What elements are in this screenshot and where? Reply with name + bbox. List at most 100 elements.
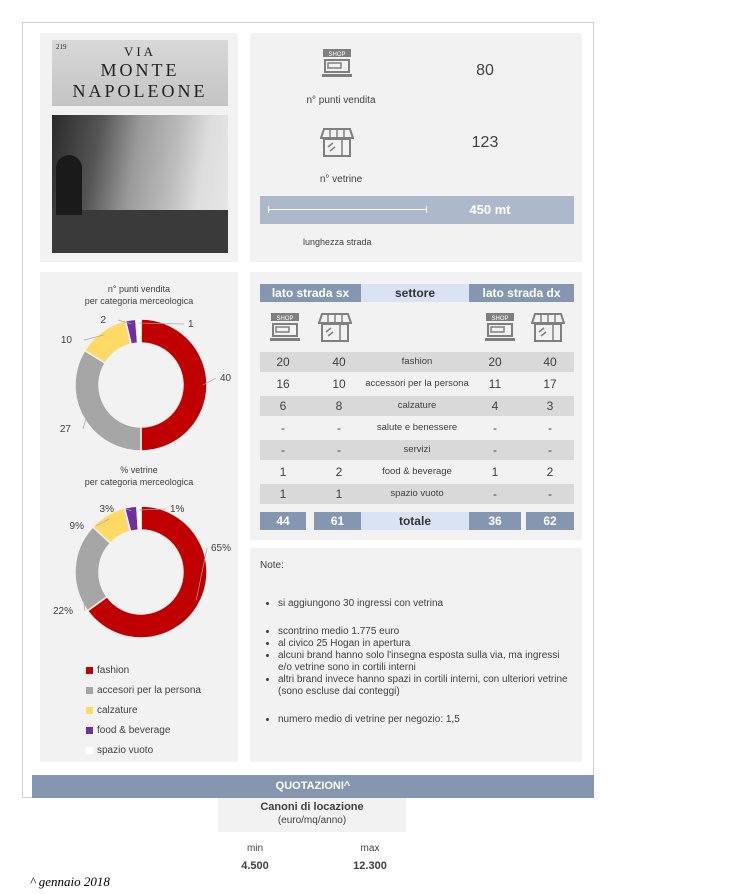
shop-icon: SHOP: [320, 48, 354, 85]
leader-line: [125, 508, 132, 512]
cell-dx-v: 40: [543, 355, 557, 369]
data-label: 65%: [211, 543, 231, 554]
cell-settore: spazio vuoto: [390, 488, 444, 499]
note-item: si aggiungono 30 ingressi con vetrina: [278, 598, 570, 610]
length-line: [268, 209, 426, 210]
cell-settore: salute e benessere: [376, 422, 458, 433]
cell-dx-pv: -: [493, 421, 497, 435]
svg-text:SHOP: SHOP: [491, 316, 508, 322]
chart1-title-line: n° punti vendita: [107, 284, 171, 294]
leader-line: [139, 508, 167, 511]
leader-line: [78, 568, 86, 612]
data-label: 1%: [170, 504, 185, 515]
cell-sx-v: -: [337, 421, 341, 435]
max-label: max: [360, 843, 380, 854]
table-row: 1 1 spazio vuoto - -: [260, 484, 574, 504]
cell-sx-v: 10: [332, 377, 346, 391]
slice-spazio: [135, 318, 142, 344]
cell-dx-v: -: [548, 443, 552, 457]
table-row: 1 2 food & beverage 1 2: [260, 462, 574, 482]
max-value: 12.300: [353, 860, 387, 872]
data-label: 10: [61, 335, 73, 346]
cell-dx-pv: -: [493, 487, 497, 501]
leader-line: [202, 377, 217, 386]
sign-number: 219: [56, 43, 67, 51]
cell-sx-v: -: [337, 443, 341, 457]
notes-panel: [250, 548, 582, 762]
table-row: 20 40 fashion 20 40: [260, 352, 574, 372]
chart-legend: fashion accesori per la persona calzatur…: [86, 660, 201, 760]
canoni-unit: (euro/mq/anno): [277, 815, 347, 826]
street-sign-image: 219 VIA MONTE NAPOLEONE: [52, 40, 228, 106]
min-value: 4.500: [241, 860, 269, 872]
cell-settore: fashion: [401, 356, 433, 367]
sign-line: NAPOLEONE: [72, 81, 208, 101]
notes-title: Note:: [260, 560, 284, 571]
cell-sx-pv: -: [281, 421, 285, 435]
legend-item: fashion: [86, 660, 201, 680]
legend-item: calzature: [86, 700, 201, 720]
cell-sx-pv: 1: [279, 465, 287, 479]
cell-dx-v: -: [548, 421, 552, 435]
cell-dx-pv: -: [493, 443, 497, 457]
notes-list: si aggiungono 30 ingressi con vetrina sc…: [260, 598, 570, 726]
note-item: al civico 25 Hogan in apertura: [278, 638, 570, 650]
leader-line: [138, 322, 185, 325]
chart2-title-line: % vetrine: [120, 465, 158, 475]
data-label: 1: [188, 319, 194, 330]
leader-line: [95, 518, 110, 527]
cell-sx-v: 1: [335, 487, 343, 501]
cell-sx-pv: 1: [279, 487, 287, 501]
leader-line: [117, 319, 132, 325]
chart2-title: % vetrine per categoria merceologica: [40, 464, 238, 488]
shop-icon: SHOP: [268, 312, 302, 349]
cell-dx-pv: 20: [488, 355, 502, 369]
total-label: totale: [361, 512, 469, 530]
cell-sx-v: 2: [335, 465, 343, 479]
cell-settore: calzature: [397, 400, 437, 411]
header-settore: settore: [361, 284, 469, 302]
note-item: numero medio di vetrine per negozio: 1,5: [278, 714, 570, 726]
data-label: 2: [100, 315, 106, 326]
cell-dx-pv: 4: [491, 399, 499, 413]
slice-fashion: [86, 505, 208, 639]
data-label: 3%: [100, 504, 115, 515]
total-dx-pv: 36: [469, 512, 521, 530]
chart2-title-line: per categoria merceologica: [84, 477, 194, 487]
legend-item: food & beverage: [86, 720, 201, 740]
cell-sx-v: 40: [332, 355, 346, 369]
min-label: min: [246, 843, 264, 854]
cell-settore: food & beverage: [382, 466, 452, 477]
note-item: altri brand invece hanno spazi in cortil…: [278, 674, 570, 698]
storefront-icon: [317, 312, 353, 349]
header-lato-dx: lato strada dx: [469, 284, 574, 302]
punti-vendita-value: 80: [476, 62, 494, 79]
cell-dx-v: -: [548, 487, 552, 501]
legend-item: accesori per la persona: [86, 680, 201, 700]
storefront-icon: [530, 312, 566, 349]
length-bar: 450 mt: [260, 196, 574, 224]
sign-line: VIA: [123, 44, 157, 59]
length-value: 450 mt: [469, 202, 511, 217]
total-sx-v: 61: [314, 512, 361, 530]
vetrine-value: 123: [471, 134, 499, 151]
storefront-icon: [319, 127, 355, 164]
data-label: 9%: [70, 521, 85, 532]
svg-text:SHOP: SHOP: [328, 52, 345, 58]
slice-spazio: [136, 505, 142, 531]
summary-panel: [250, 33, 582, 262]
cell-dx-v: 3: [546, 399, 554, 413]
cell-sx-pv: 16: [276, 377, 290, 391]
chart1-title-line: per categoria merceologica: [84, 296, 194, 306]
shop-icon: SHOP: [483, 312, 517, 349]
punti-vendita-label: n° punti vendita: [306, 95, 376, 106]
slice-accesori: [74, 349, 142, 452]
legend-item: spazio vuoto: [86, 740, 201, 760]
slice-accesori: [74, 525, 112, 612]
total-sx-pv: 44: [260, 512, 306, 530]
data-label: 40: [220, 373, 232, 384]
canoni-box: Canoni di locazione (euro/mq/anno): [218, 798, 406, 832]
table-row: - - salute e benessere - -: [260, 418, 574, 438]
cell-dx-pv: 11: [488, 377, 502, 391]
sign-line: MONTE: [100, 60, 180, 80]
